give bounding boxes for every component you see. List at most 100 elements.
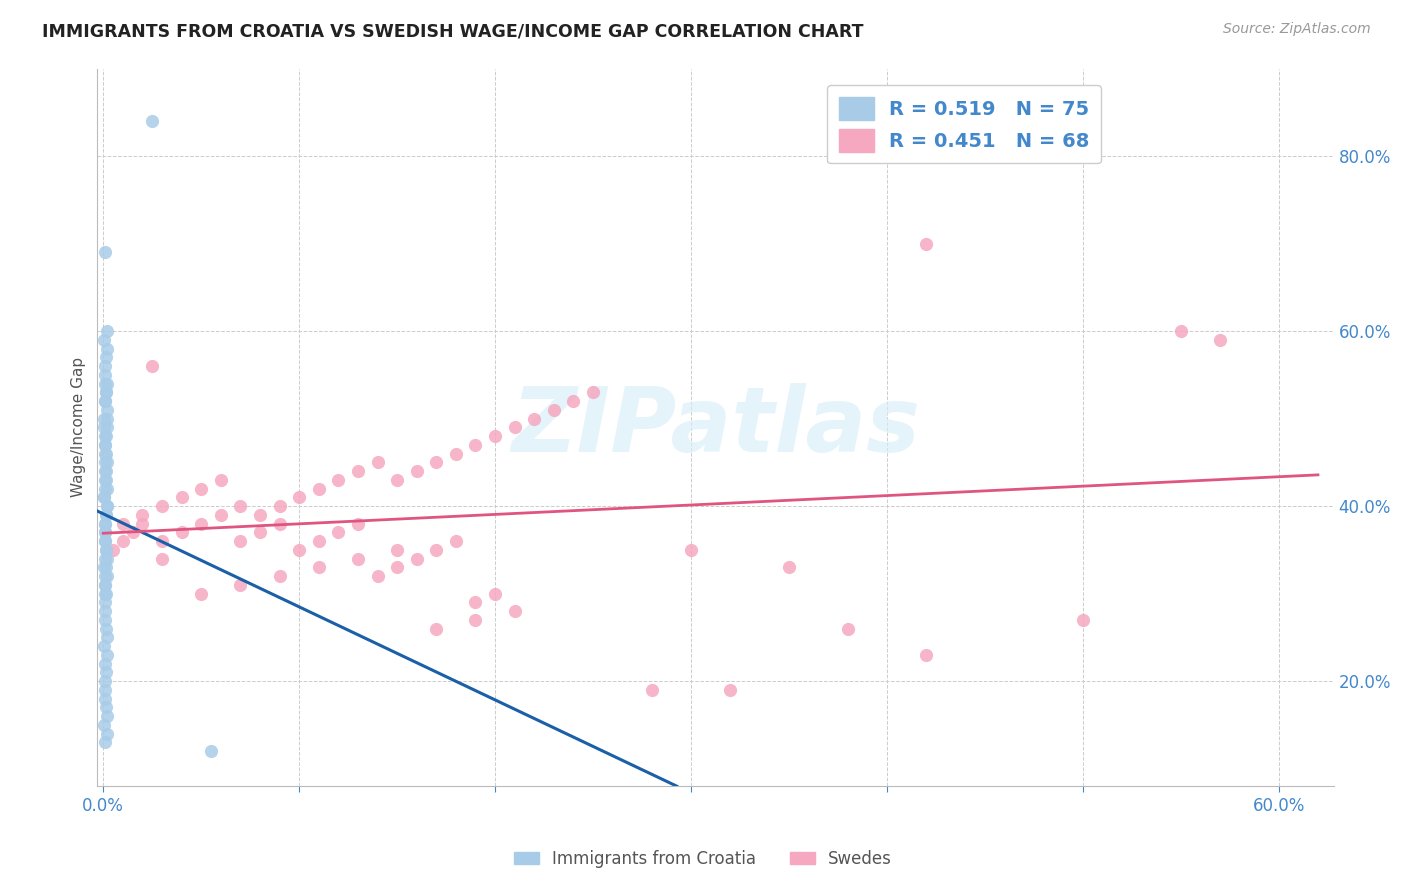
Point [131,508,153,522]
Point [131,516,153,531]
Point [93,639,115,653]
Point [367,569,389,583]
Point [94,368,117,382]
Point [308,560,330,574]
Point [94,578,117,592]
Point [367,455,389,469]
Point [94,473,117,487]
Point [150,534,173,549]
Point [93,491,115,505]
Point [94,613,117,627]
Point [94,394,117,409]
Point [425,455,447,469]
Point [94,385,117,400]
Point [308,482,330,496]
Point [94,691,117,706]
Point [94,508,117,522]
Point [837,622,859,636]
Point [94,569,117,583]
Point [93,420,115,434]
Y-axis label: Wage/Income Gap: Wage/Income Gap [72,358,86,498]
Point [94,394,117,409]
Point [288,491,311,505]
Point [96,586,118,600]
Point [444,534,467,549]
Point [229,499,252,513]
Point [1209,333,1232,347]
Point [94,516,117,531]
Point [96,464,118,478]
Point [96,665,118,680]
Point [347,516,370,531]
Point [96,560,118,574]
Point [101,542,124,557]
Point [96,411,118,425]
Point [94,534,117,549]
Point [385,473,408,487]
Point [96,447,118,461]
Point [464,438,486,452]
Point [94,455,117,469]
Point [94,473,117,487]
Point [94,657,117,671]
Point [150,551,173,566]
Point [328,473,350,487]
Point [269,569,291,583]
Point [94,464,117,478]
Point [96,420,118,434]
Point [94,516,117,531]
Point [405,464,427,478]
Point [94,438,117,452]
Point [94,735,117,749]
Point [94,359,117,373]
Point [94,245,117,260]
Point [249,508,271,522]
Point [170,525,193,540]
Point [96,402,118,417]
Point [503,420,526,434]
Point [94,604,117,618]
Point [93,491,115,505]
Point [111,516,134,531]
Point [94,525,117,540]
Point [96,455,118,469]
Point [503,604,526,618]
Point [93,411,115,425]
Point [94,682,117,697]
Point [328,525,350,540]
Point [96,499,118,513]
Point [121,525,143,540]
Point [209,508,232,522]
Legend: R = 0.519   N = 75, R = 0.451   N = 68: R = 0.519 N = 75, R = 0.451 N = 68 [827,86,1101,163]
Point [562,394,585,409]
Point [93,333,115,347]
Point [94,700,117,714]
Point [915,236,938,251]
Point [94,376,117,391]
Text: ZIPatlas: ZIPatlas [510,384,920,471]
Point [249,525,271,540]
Point [96,508,118,522]
Point [778,560,800,574]
Point [96,631,118,645]
Point [111,534,134,549]
Point [94,674,117,689]
Point [93,718,115,732]
Point [484,429,506,443]
Point [94,351,117,365]
Text: Source: ZipAtlas.com: Source: ZipAtlas.com [1223,22,1371,37]
Point [96,499,118,513]
Point [679,542,702,557]
Point [444,447,467,461]
Point [1071,613,1094,627]
Point [96,709,118,723]
Point [308,534,330,549]
Point [190,482,212,496]
Point [94,482,117,496]
Point [464,595,486,609]
Point [385,560,408,574]
Point [582,385,605,400]
Point [269,516,291,531]
Point [190,586,212,600]
Point [229,534,252,549]
